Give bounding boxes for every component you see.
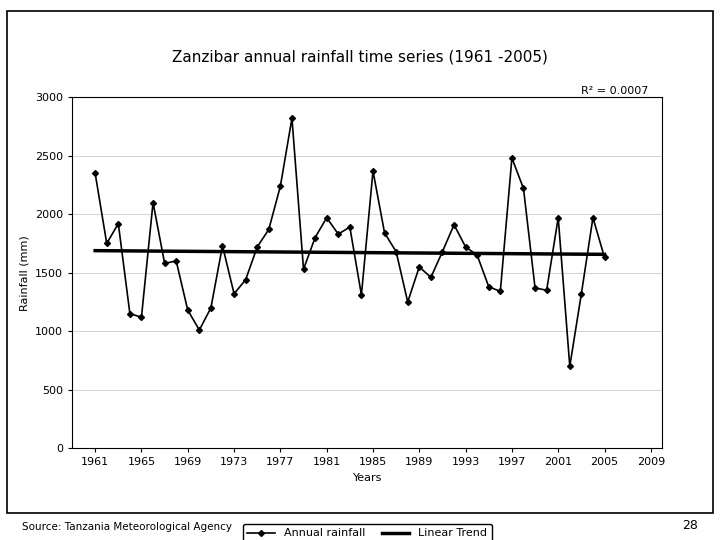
Annual rainfall — [276, 183, 284, 190]
Annual rainfall — [450, 221, 459, 228]
Linear Trend — [287, 249, 296, 255]
Line: Linear Trend: Linear Trend — [95, 251, 605, 254]
Y-axis label: Rainfall (mm): Rainfall (mm) — [19, 235, 30, 310]
Annual rainfall — [137, 314, 145, 320]
Linear Trend — [357, 249, 366, 256]
Legend: Annual rainfall, Linear Trend: Annual rainfall, Linear Trend — [243, 524, 492, 540]
Annual rainfall — [346, 224, 354, 230]
Annual rainfall — [462, 244, 470, 250]
Annual rainfall — [415, 264, 423, 270]
Linear Trend — [276, 249, 284, 255]
Annual rainfall — [184, 307, 192, 313]
Linear Trend — [114, 247, 122, 254]
Linear Trend — [473, 250, 482, 256]
Linear Trend — [392, 249, 400, 256]
Annual rainfall — [357, 292, 366, 298]
Linear Trend — [600, 251, 609, 258]
Linear Trend — [508, 251, 516, 257]
Annual rainfall — [600, 254, 609, 261]
Linear Trend — [403, 249, 412, 256]
Annual rainfall — [542, 287, 551, 294]
Annual rainfall — [323, 214, 331, 221]
Linear Trend — [264, 248, 273, 255]
Annual rainfall — [161, 260, 169, 267]
Annual rainfall — [577, 291, 585, 297]
Annual rainfall — [287, 115, 296, 122]
Annual rainfall — [149, 199, 158, 206]
Linear Trend — [496, 251, 505, 257]
Linear Trend — [380, 249, 389, 256]
X-axis label: Years: Years — [353, 473, 382, 483]
Annual rainfall — [565, 363, 574, 369]
Annual rainfall — [403, 299, 412, 305]
Annual rainfall — [207, 305, 215, 311]
Linear Trend — [346, 249, 354, 256]
Linear Trend — [531, 251, 539, 257]
Annual rainfall — [241, 276, 250, 283]
Linear Trend — [125, 248, 134, 254]
Annual rainfall — [311, 234, 320, 241]
Annual rainfall — [392, 248, 400, 255]
Annual rainfall — [531, 285, 539, 291]
Linear Trend — [241, 248, 250, 255]
Linear Trend — [577, 251, 585, 258]
Linear Trend — [438, 250, 447, 256]
Annual rainfall — [264, 226, 273, 233]
Linear Trend — [253, 248, 261, 255]
Linear Trend — [195, 248, 204, 255]
Annual rainfall — [102, 240, 111, 247]
Annual rainfall — [334, 231, 343, 238]
Annual rainfall — [380, 230, 389, 236]
Annual rainfall — [300, 266, 308, 272]
Text: Zanzibar annual rainfall time series (1961 -2005): Zanzibar annual rainfall time series (19… — [172, 50, 548, 65]
Linear Trend — [334, 249, 343, 255]
Linear Trend — [184, 248, 192, 254]
Annual rainfall — [253, 244, 261, 250]
Linear Trend — [91, 247, 99, 254]
Linear Trend — [450, 250, 459, 256]
Linear Trend — [554, 251, 562, 257]
Linear Trend — [415, 250, 423, 256]
Annual rainfall — [218, 242, 227, 249]
Annual rainfall — [508, 155, 516, 161]
Annual rainfall — [230, 291, 238, 297]
Linear Trend — [589, 251, 598, 258]
Annual rainfall — [125, 310, 134, 317]
Annual rainfall — [589, 214, 598, 221]
Linear Trend — [230, 248, 238, 255]
Text: Source: Tanzania Meteorological Agency: Source: Tanzania Meteorological Agency — [22, 522, 232, 532]
Annual rainfall — [496, 288, 505, 295]
Linear Trend — [323, 249, 331, 255]
Annual rainfall — [426, 274, 435, 281]
Linear Trend — [172, 248, 181, 254]
Linear Trend — [542, 251, 551, 257]
Annual rainfall — [114, 220, 122, 227]
Text: 28: 28 — [683, 519, 698, 532]
Text: R² = 0.0007: R² = 0.0007 — [580, 86, 648, 97]
Linear Trend — [137, 248, 145, 254]
Line: Annual rainfall: Annual rainfall — [93, 116, 607, 368]
Annual rainfall — [172, 258, 181, 264]
Linear Trend — [207, 248, 215, 255]
Annual rainfall — [485, 284, 493, 290]
Linear Trend — [426, 250, 435, 256]
Linear Trend — [218, 248, 227, 255]
Annual rainfall — [519, 185, 528, 192]
Linear Trend — [519, 251, 528, 257]
Linear Trend — [161, 248, 169, 254]
Annual rainfall — [91, 170, 99, 177]
Annual rainfall — [369, 167, 377, 174]
Annual rainfall — [438, 248, 447, 255]
Linear Trend — [565, 251, 574, 258]
Linear Trend — [300, 249, 308, 255]
Linear Trend — [462, 250, 470, 256]
Linear Trend — [369, 249, 377, 256]
Linear Trend — [149, 248, 158, 254]
Annual rainfall — [554, 214, 562, 221]
Linear Trend — [102, 247, 111, 254]
Linear Trend — [485, 250, 493, 256]
Linear Trend — [311, 249, 320, 255]
Annual rainfall — [195, 327, 204, 333]
Annual rainfall — [473, 252, 482, 258]
